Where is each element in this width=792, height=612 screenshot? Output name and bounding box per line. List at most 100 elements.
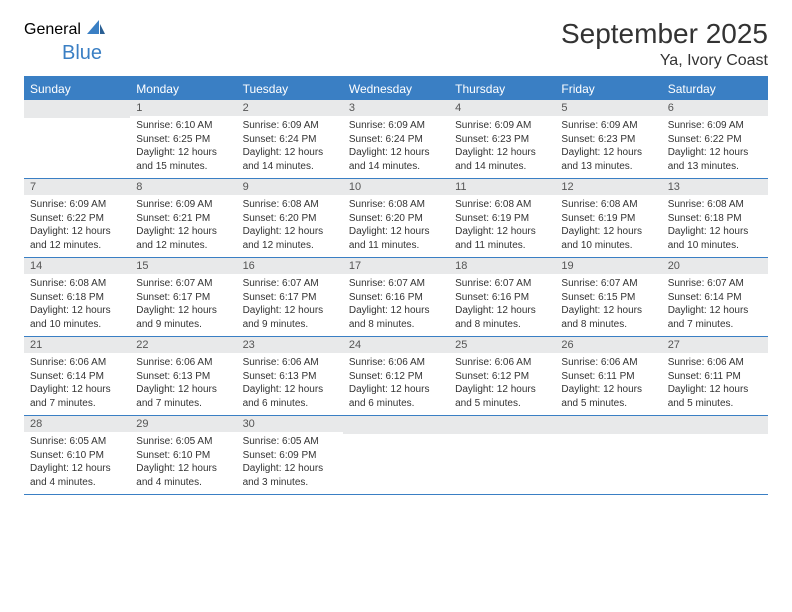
day-cell: 21Sunrise: 6:06 AMSunset: 6:14 PMDayligh… — [24, 337, 130, 416]
empty-cell — [343, 416, 449, 495]
empty-day-content — [662, 434, 768, 492]
calendar-week-row: 28Sunrise: 6:05 AMSunset: 6:10 PMDayligh… — [24, 416, 768, 495]
day-details: Sunrise: 6:09 AMSunset: 6:22 PMDaylight:… — [24, 195, 130, 257]
calendar-week-row: 1Sunrise: 6:10 AMSunset: 6:25 PMDaylight… — [24, 100, 768, 179]
calendar-week-row: 21Sunrise: 6:06 AMSunset: 6:14 PMDayligh… — [24, 337, 768, 416]
day-number: 28 — [24, 416, 130, 432]
day-details: Sunrise: 6:09 AMSunset: 6:21 PMDaylight:… — [130, 195, 236, 257]
day-details: Sunrise: 6:06 AMSunset: 6:14 PMDaylight:… — [24, 353, 130, 415]
day-details: Sunrise: 6:09 AMSunset: 6:23 PMDaylight:… — [555, 116, 661, 178]
empty-day-number — [343, 416, 449, 434]
day-number: 10 — [343, 179, 449, 195]
day-cell: 16Sunrise: 6:07 AMSunset: 6:17 PMDayligh… — [237, 258, 343, 337]
empty-day-number — [555, 416, 661, 434]
day-number: 23 — [237, 337, 343, 353]
empty-day-content — [449, 434, 555, 492]
day-number: 12 — [555, 179, 661, 195]
calendar-body: 1Sunrise: 6:10 AMSunset: 6:25 PMDaylight… — [24, 100, 768, 495]
empty-day-content — [343, 434, 449, 492]
logo: General — [24, 18, 109, 41]
day-number: 19 — [555, 258, 661, 274]
day-details: Sunrise: 6:07 AMSunset: 6:17 PMDaylight:… — [237, 274, 343, 336]
day-number: 5 — [555, 100, 661, 116]
day-cell: 15Sunrise: 6:07 AMSunset: 6:17 PMDayligh… — [130, 258, 236, 337]
logo-text-blue: Blue — [62, 42, 102, 65]
empty-day-number — [449, 416, 555, 434]
empty-cell — [555, 416, 661, 495]
day-number: 6 — [662, 100, 768, 116]
day-number: 22 — [130, 337, 236, 353]
day-details: Sunrise: 6:06 AMSunset: 6:11 PMDaylight:… — [662, 353, 768, 415]
day-cell: 14Sunrise: 6:08 AMSunset: 6:18 PMDayligh… — [24, 258, 130, 337]
day-number: 18 — [449, 258, 555, 274]
weekday-header-row: SundayMondayTuesdayWednesdayThursdayFrid… — [24, 77, 768, 100]
day-cell: 13Sunrise: 6:08 AMSunset: 6:18 PMDayligh… — [662, 179, 768, 258]
logo-sail-icon — [85, 18, 107, 41]
day-details: Sunrise: 6:10 AMSunset: 6:25 PMDaylight:… — [130, 116, 236, 178]
day-details: Sunrise: 6:05 AMSunset: 6:09 PMDaylight:… — [237, 432, 343, 494]
day-cell: 18Sunrise: 6:07 AMSunset: 6:16 PMDayligh… — [449, 258, 555, 337]
day-cell: 28Sunrise: 6:05 AMSunset: 6:10 PMDayligh… — [24, 416, 130, 495]
weekday-header: Friday — [555, 77, 661, 100]
day-details: Sunrise: 6:08 AMSunset: 6:20 PMDaylight:… — [237, 195, 343, 257]
day-number: 20 — [662, 258, 768, 274]
day-details: Sunrise: 6:06 AMSunset: 6:12 PMDaylight:… — [343, 353, 449, 415]
day-cell: 20Sunrise: 6:07 AMSunset: 6:14 PMDayligh… — [662, 258, 768, 337]
weekday-header: Saturday — [662, 77, 768, 100]
weekday-header: Tuesday — [237, 77, 343, 100]
day-details: Sunrise: 6:07 AMSunset: 6:16 PMDaylight:… — [449, 274, 555, 336]
empty-cell — [449, 416, 555, 495]
day-details: Sunrise: 6:09 AMSunset: 6:23 PMDaylight:… — [449, 116, 555, 178]
day-cell: 5Sunrise: 6:09 AMSunset: 6:23 PMDaylight… — [555, 100, 661, 179]
day-number: 13 — [662, 179, 768, 195]
day-cell: 2Sunrise: 6:09 AMSunset: 6:24 PMDaylight… — [237, 100, 343, 179]
empty-cell — [24, 100, 130, 179]
day-number: 8 — [130, 179, 236, 195]
day-cell: 12Sunrise: 6:08 AMSunset: 6:19 PMDayligh… — [555, 179, 661, 258]
day-cell: 29Sunrise: 6:05 AMSunset: 6:10 PMDayligh… — [130, 416, 236, 495]
day-cell: 4Sunrise: 6:09 AMSunset: 6:23 PMDaylight… — [449, 100, 555, 179]
day-number: 27 — [662, 337, 768, 353]
day-number: 17 — [343, 258, 449, 274]
day-number: 3 — [343, 100, 449, 116]
day-cell: 24Sunrise: 6:06 AMSunset: 6:12 PMDayligh… — [343, 337, 449, 416]
weekday-header: Sunday — [24, 77, 130, 100]
weekday-header: Monday — [130, 77, 236, 100]
header: General September 2025 Ya, Ivory Coast — [24, 18, 768, 70]
day-details: Sunrise: 6:07 AMSunset: 6:16 PMDaylight:… — [343, 274, 449, 336]
empty-day-content — [24, 118, 130, 176]
day-details: Sunrise: 6:09 AMSunset: 6:24 PMDaylight:… — [237, 116, 343, 178]
title-block: September 2025 Ya, Ivory Coast — [561, 18, 768, 70]
day-details: Sunrise: 6:06 AMSunset: 6:11 PMDaylight:… — [555, 353, 661, 415]
calendar-table: SundayMondayTuesdayWednesdayThursdayFrid… — [24, 76, 768, 495]
day-details: Sunrise: 6:07 AMSunset: 6:14 PMDaylight:… — [662, 274, 768, 336]
day-details: Sunrise: 6:07 AMSunset: 6:15 PMDaylight:… — [555, 274, 661, 336]
day-cell: 3Sunrise: 6:09 AMSunset: 6:24 PMDaylight… — [343, 100, 449, 179]
day-details: Sunrise: 6:05 AMSunset: 6:10 PMDaylight:… — [24, 432, 130, 494]
day-number: 9 — [237, 179, 343, 195]
day-cell: 27Sunrise: 6:06 AMSunset: 6:11 PMDayligh… — [662, 337, 768, 416]
day-details: Sunrise: 6:08 AMSunset: 6:20 PMDaylight:… — [343, 195, 449, 257]
day-cell: 6Sunrise: 6:09 AMSunset: 6:22 PMDaylight… — [662, 100, 768, 179]
day-cell: 1Sunrise: 6:10 AMSunset: 6:25 PMDaylight… — [130, 100, 236, 179]
day-details: Sunrise: 6:06 AMSunset: 6:13 PMDaylight:… — [237, 353, 343, 415]
day-details: Sunrise: 6:06 AMSunset: 6:13 PMDaylight:… — [130, 353, 236, 415]
location-label: Ya, Ivory Coast — [561, 52, 768, 70]
day-cell: 11Sunrise: 6:08 AMSunset: 6:19 PMDayligh… — [449, 179, 555, 258]
day-details: Sunrise: 6:08 AMSunset: 6:19 PMDaylight:… — [449, 195, 555, 257]
empty-day-content — [555, 434, 661, 492]
day-details: Sunrise: 6:08 AMSunset: 6:18 PMDaylight:… — [662, 195, 768, 257]
day-number: 25 — [449, 337, 555, 353]
day-number: 26 — [555, 337, 661, 353]
day-cell: 19Sunrise: 6:07 AMSunset: 6:15 PMDayligh… — [555, 258, 661, 337]
day-details: Sunrise: 6:07 AMSunset: 6:17 PMDaylight:… — [130, 274, 236, 336]
day-number: 11 — [449, 179, 555, 195]
day-cell: 10Sunrise: 6:08 AMSunset: 6:20 PMDayligh… — [343, 179, 449, 258]
day-number: 24 — [343, 337, 449, 353]
day-number: 4 — [449, 100, 555, 116]
day-number: 21 — [24, 337, 130, 353]
day-details: Sunrise: 6:08 AMSunset: 6:18 PMDaylight:… — [24, 274, 130, 336]
calendar-week-row: 14Sunrise: 6:08 AMSunset: 6:18 PMDayligh… — [24, 258, 768, 337]
day-cell: 22Sunrise: 6:06 AMSunset: 6:13 PMDayligh… — [130, 337, 236, 416]
day-details: Sunrise: 6:06 AMSunset: 6:12 PMDaylight:… — [449, 353, 555, 415]
